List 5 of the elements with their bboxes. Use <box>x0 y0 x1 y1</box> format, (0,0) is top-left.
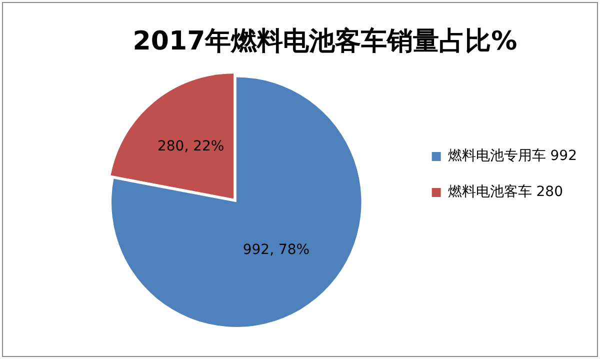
chart-title: 2017年燃料电池客车销量占比% <box>132 26 518 56</box>
legend-label: 燃料电池客车 280 <box>448 184 563 200</box>
legend-label: 燃料电池专用车 992 <box>448 148 577 164</box>
data-label: 280, 22% <box>157 138 224 155</box>
data-label: 992, 78% <box>242 242 310 258</box>
